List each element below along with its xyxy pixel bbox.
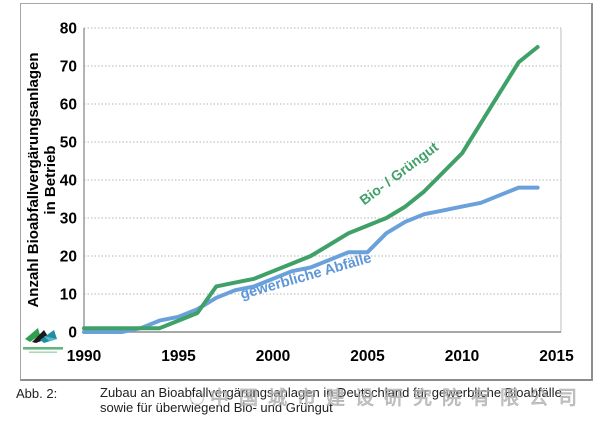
x-tick-label: 1990	[67, 348, 101, 365]
logo-black-shape	[32, 330, 49, 343]
y-tick-label: 60	[60, 97, 77, 114]
watermark-text: 中国城市建设研究院有限公司	[210, 388, 588, 410]
watermark: 中国城市建设研究院有限公司	[188, 383, 587, 410]
x-tick-label: 2000	[256, 348, 290, 365]
y-tick-label: 30	[60, 211, 77, 228]
x-tick-label: 2005	[350, 348, 385, 365]
logo-teal-accent	[44, 336, 57, 341]
x-tick-label: 2010	[445, 348, 479, 365]
chart-frame: 0 10 20 30 40 50 60 70 80 1990 1995 2000 2005 2010 201…	[20, 3, 593, 381]
y-tick-label: 0	[68, 325, 77, 342]
y-tick-label: 80	[60, 21, 77, 38]
y-tick-label: 10	[60, 287, 77, 304]
logo-caption-illegible	[23, 347, 63, 350]
y-tick-label: 40	[60, 173, 77, 190]
y-axis-title-line1: Anzahl Bioabfallvergärungsanlagen	[25, 52, 42, 308]
y-tick-label: 20	[60, 249, 77, 266]
publisher-logo	[23, 328, 63, 353]
y-tick-label: 50	[60, 135, 77, 152]
series-line-blue	[82, 185, 540, 334]
figure-caption-line2: sowie für überwiegend Bio- und Grüngut	[100, 399, 333, 415]
y-tick-label: 70	[60, 59, 77, 76]
series-line-green	[82, 45, 540, 331]
figure-caption-line1: Zubau an Bioabfallvergärungsanlagen in D…	[100, 385, 562, 400]
x-tick-label: 2015	[539, 348, 574, 365]
x-tick-label: 1995	[161, 348, 196, 365]
logo-subcaption-illegible	[29, 351, 57, 353]
figure-caption-text: Zubau an Bioabfallvergärungsanlagen in D…	[100, 385, 570, 415]
y-axis-title-line2: in Betrieb	[42, 145, 59, 215]
watermark-logo-icon	[189, 390, 205, 405]
figure-caption-label: Abb. 2:	[16, 386, 58, 401]
line-chart: 0 10 20 30 40 50 60 70 80 1990 1995 2000 2005 2010 201…	[60, 21, 574, 366]
logo-green-shape	[25, 328, 40, 342]
